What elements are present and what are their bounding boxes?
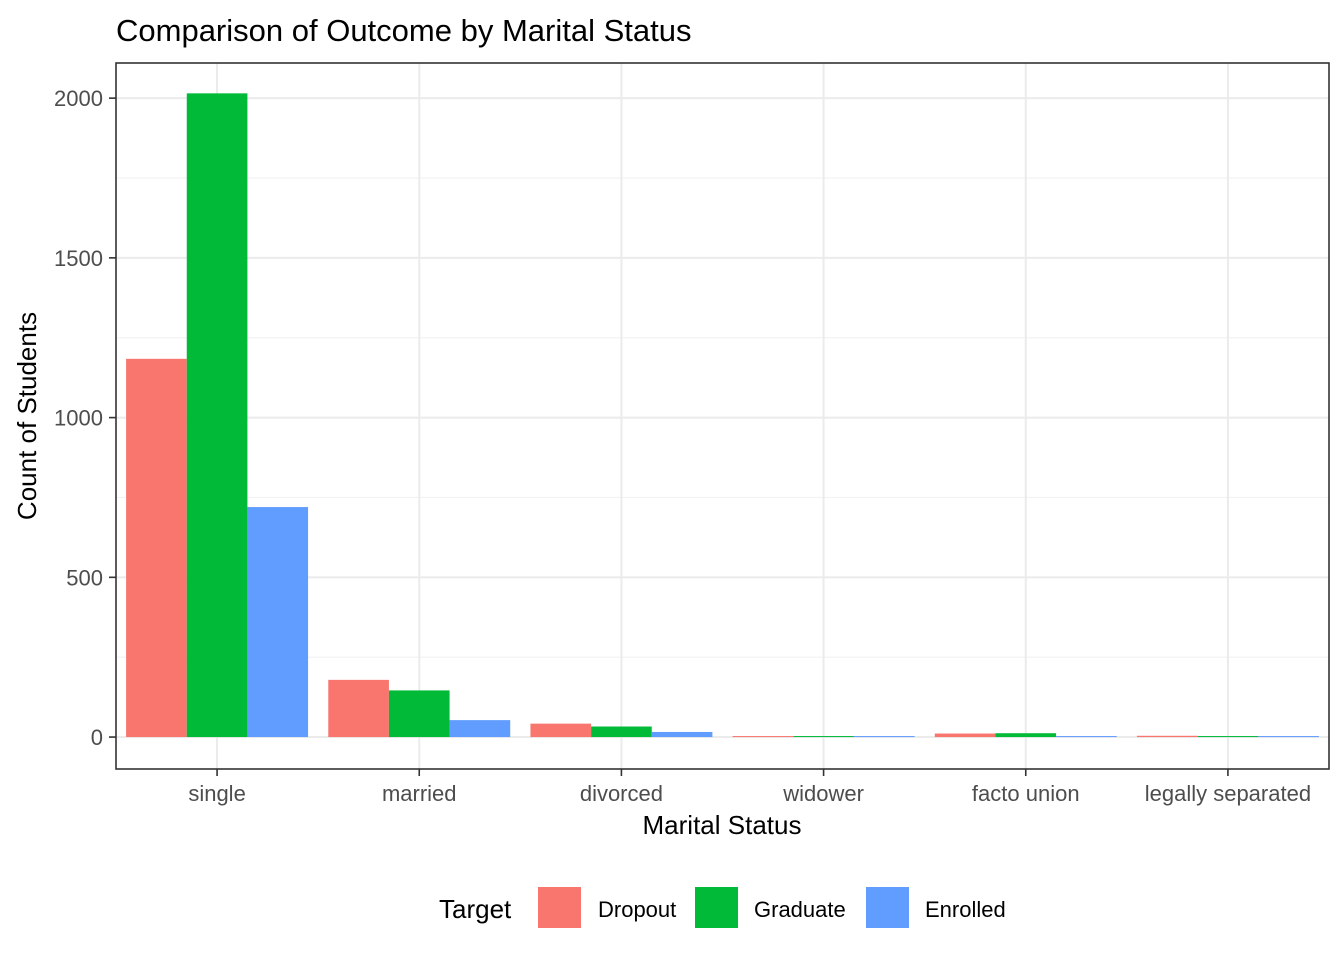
legend: Target Dropout Graduate Enrolled (439, 887, 1006, 928)
bar-graduate-widower (793, 736, 854, 738)
bar-dropout-widower (732, 736, 794, 738)
legend-label-dropout: Dropout (598, 897, 676, 922)
y-tick-label: 1500 (54, 246, 103, 271)
y-tick-label: 500 (66, 565, 103, 590)
bar-dropout-single (126, 358, 187, 738)
bar-dropout-facto-union (934, 733, 996, 738)
bar-enrolled-legally-separated (1258, 736, 1319, 738)
bar-graduate-divorced (591, 726, 652, 738)
x-tick-label: divorced (580, 781, 663, 806)
y-tick-label: 2000 (54, 86, 103, 111)
x-axis-title: Marital Status (643, 810, 802, 840)
y-tick-label: 1000 (54, 406, 103, 431)
y-axis-title: Count of Students (12, 312, 42, 520)
chart-title: Comparison of Outcome by Marital Status (116, 13, 691, 48)
grid-lines (116, 63, 1329, 769)
y-axis-ticks: 0 500 1000 1500 2000 (54, 86, 116, 750)
x-tick-label: single (188, 781, 245, 806)
x-tick-label: legally separated (1145, 781, 1311, 806)
bar-graduate-married (388, 690, 450, 738)
plot-panel-border (115, 62, 1330, 770)
legend-key-enrolled (866, 887, 909, 928)
bar-graduate-facto-union (995, 733, 1057, 738)
bar-dropout-legally-separated (1136, 735, 1198, 738)
bar-enrolled-divorced (651, 731, 713, 738)
legend-items: Dropout Graduate Enrolled (538, 887, 1006, 928)
bars (126, 93, 1319, 738)
legend-title: Target (439, 894, 512, 924)
bar-dropout-divorced (530, 723, 592, 738)
x-axis-ticks: single married divorced widower facto union l… (188, 769, 1311, 806)
legend-label-graduate: Graduate (754, 897, 846, 922)
y-tick-label: 0 (91, 725, 103, 750)
bar-enrolled-widower (853, 736, 915, 738)
legend-label-enrolled: Enrolled (925, 897, 1006, 922)
legend-key-graduate (695, 887, 738, 928)
bar-dropout-married (328, 679, 389, 738)
bar-enrolled-married (449, 720, 511, 738)
bar-graduate-single (186, 93, 248, 738)
bar-enrolled-facto-union (1056, 736, 1117, 738)
bar-graduate-legally-separated (1197, 736, 1259, 738)
x-tick-label: married (382, 781, 457, 806)
x-tick-label: widower (782, 781, 864, 806)
bar-enrolled-single (247, 507, 309, 738)
legend-key-dropout (538, 887, 581, 928)
x-tick-label: facto union (972, 781, 1080, 806)
